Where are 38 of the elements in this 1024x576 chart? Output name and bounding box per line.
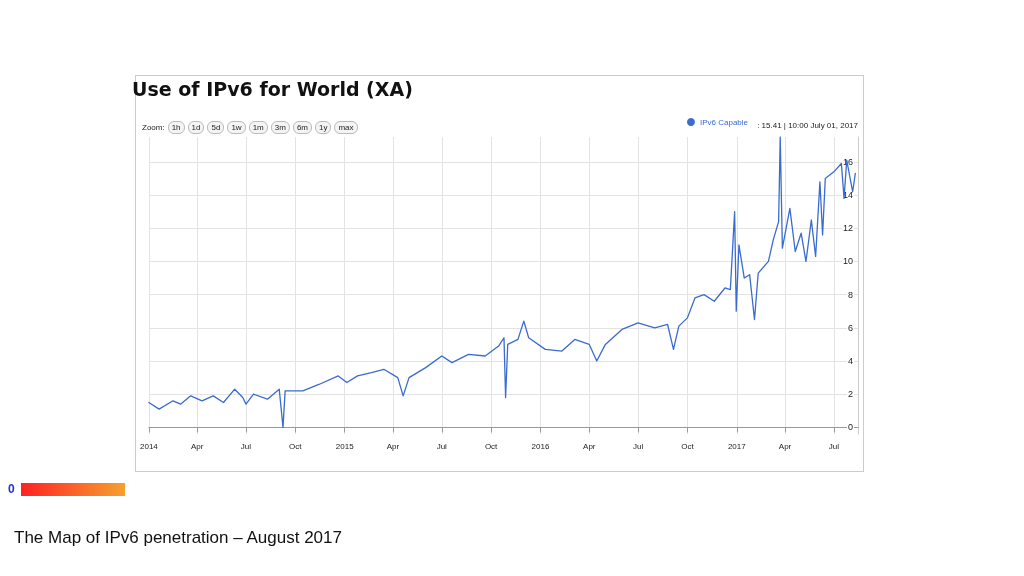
- text: 1m: [248, 121, 268, 134]
- x-tick-label: Jul: [436, 441, 448, 451]
- x-tick-label: Jul: [632, 441, 644, 451]
- x-tick-label: Oct: [484, 441, 499, 451]
- text: The Map of IPv6 penetration – August 2017: [14, 528, 342, 548]
- y-tick-label: 12: [842, 223, 853, 234]
- text: 1y: [315, 121, 332, 134]
- y-tick-label: 4: [847, 355, 853, 366]
- x-tick-label: Oct: [681, 441, 695, 451]
- legend-label: IPv6 Capable: [699, 117, 749, 127]
- text: 5d: [207, 121, 225, 134]
- x-tick-label: Jul: [828, 441, 840, 451]
- x-tick-label: Oct: [289, 441, 303, 451]
- text: Zoom:: [142, 123, 165, 132]
- chart-title: Use of IPv6 for World (XA): [132, 78, 413, 100]
- x-tick-label: Apr: [386, 441, 400, 451]
- text: 1w: [227, 121, 246, 134]
- x-tick-label: 2015: [335, 441, 355, 451]
- x-tick-label: 2017: [727, 441, 747, 451]
- y-tick-label: 2: [847, 389, 853, 400]
- text: : 15.41 | 10:00 July 01, 2017: [757, 121, 858, 130]
- text: 6m: [292, 121, 312, 134]
- x-tick-label: 2016: [531, 441, 550, 451]
- text: 1d: [187, 121, 205, 134]
- text: max: [334, 121, 358, 134]
- y-tick-label: 6: [847, 322, 853, 333]
- text: 0: [8, 482, 15, 496]
- y-tick-label: 10: [842, 256, 853, 267]
- x-tick-label: Apr: [190, 441, 204, 451]
- x-tick-label: Apr: [778, 441, 792, 451]
- x-tick-label: Apr: [583, 441, 596, 451]
- y-tick-label: 0: [847, 422, 853, 433]
- x-tick-label: 2014: [140, 441, 159, 451]
- x-tick-label: Jul: [240, 441, 252, 451]
- text: 3m: [270, 121, 290, 134]
- text: 1h: [167, 121, 185, 134]
- y-tick-label: 8: [847, 289, 853, 300]
- line-series: [148, 136, 856, 429]
